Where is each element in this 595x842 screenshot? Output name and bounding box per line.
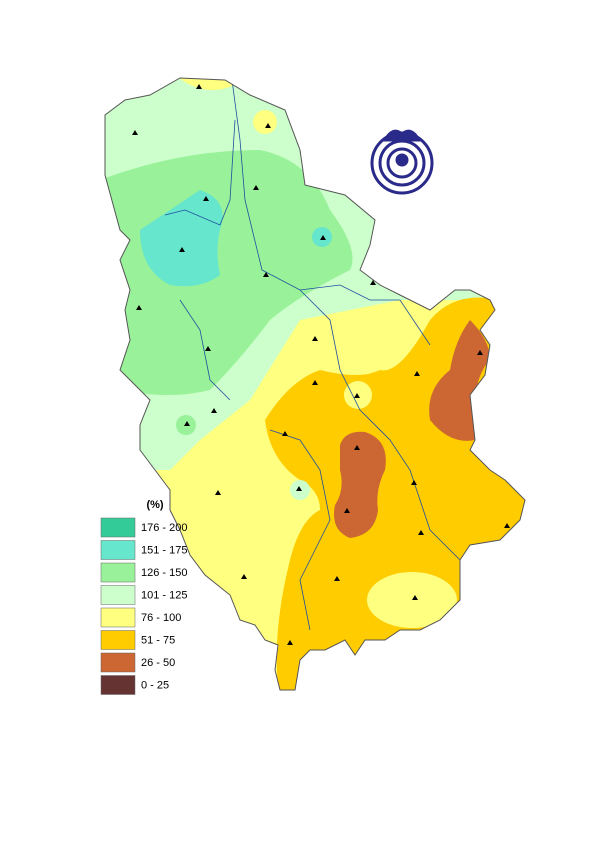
legend-label: 151 - 175 xyxy=(141,544,187,556)
legend-label: 26 - 50 xyxy=(141,657,175,669)
legend-swatch xyxy=(100,540,136,560)
logo xyxy=(370,129,434,195)
legend-label: 101 - 125 xyxy=(141,589,187,601)
legend: (%) 176 - 200 151 - 175 126 - 150 101 - 125… xyxy=(100,499,187,695)
legend-label: 126 - 150 xyxy=(141,567,187,579)
legend-label: 51 - 75 xyxy=(141,634,175,646)
legend-label: 0 - 25 xyxy=(141,679,169,691)
legend-swatch xyxy=(100,630,136,650)
legend-swatch xyxy=(100,607,136,628)
legend-swatch xyxy=(100,562,136,583)
legend-swatch xyxy=(100,517,136,538)
legend-title: (%) xyxy=(146,499,163,511)
legend-label: 76 - 100 xyxy=(141,612,181,624)
legend-swatch xyxy=(100,652,136,673)
legend-label: 176 - 200 xyxy=(141,522,187,534)
legend-swatch xyxy=(100,675,136,695)
legend-swatch xyxy=(100,585,136,605)
